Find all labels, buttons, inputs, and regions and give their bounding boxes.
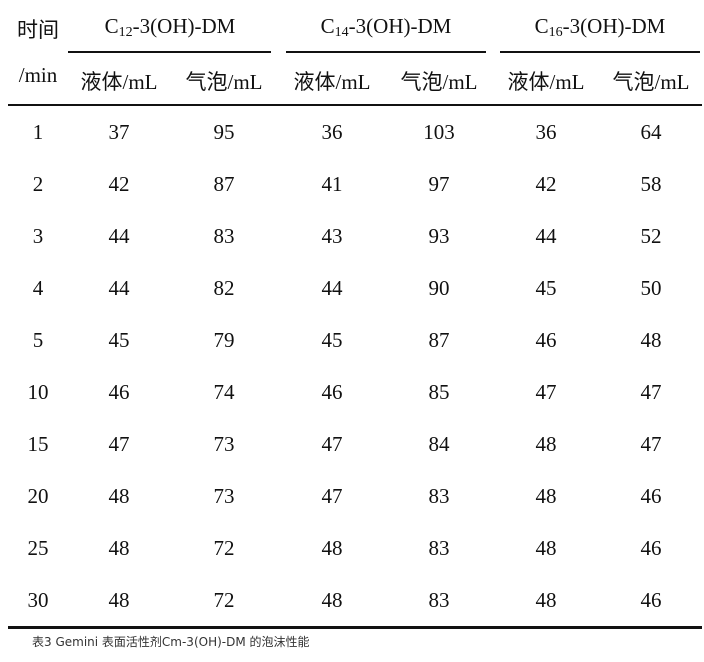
group-suffix: -3(OH)-DM <box>348 14 452 38</box>
value-cell: 36 <box>321 120 343 144</box>
time-cell: 15 <box>27 432 49 456</box>
value-cell: 48 <box>108 484 130 508</box>
group-sub: 16 <box>548 25 563 40</box>
value-cell: 64 <box>640 120 662 144</box>
value-cell: 47 <box>535 380 557 404</box>
time-cell: 2 <box>32 172 44 196</box>
value-cell: 72 <box>213 536 235 560</box>
value-cell: 48 <box>535 432 557 456</box>
time-cell: 20 <box>27 484 49 508</box>
value-cell: 46 <box>640 536 662 560</box>
group-prefix: C <box>534 14 549 38</box>
value-cell: 58 <box>640 172 662 196</box>
time-cell: 1 <box>32 120 44 144</box>
group-rule <box>500 51 700 53</box>
time-cell: 3 <box>32 224 44 248</box>
value-cell: 47 <box>640 432 662 456</box>
value-cell: 79 <box>213 328 235 352</box>
header-rule <box>8 104 702 106</box>
value-cell: 37 <box>108 120 130 144</box>
value-cell: 87 <box>213 172 235 196</box>
value-cell: 48 <box>535 536 557 560</box>
column-header: 气泡/mL <box>400 70 478 94</box>
group-suffix: -3(OH)-DM <box>132 14 236 38</box>
value-cell: 48 <box>535 588 557 612</box>
group-suffix: -3(OH)-DM <box>562 14 666 38</box>
value-cell: 44 <box>535 224 557 248</box>
group-prefix: C <box>320 14 335 38</box>
group-rule <box>286 51 486 53</box>
value-cell: 44 <box>321 276 343 300</box>
value-cell: 47 <box>321 432 343 456</box>
value-cell: 83 <box>213 224 235 248</box>
value-cell: 45 <box>108 328 130 352</box>
group-prefix: C <box>104 14 119 38</box>
value-cell: 46 <box>535 328 557 352</box>
time-cell: 4 <box>32 276 44 300</box>
value-cell: 48 <box>108 536 130 560</box>
value-cell: 43 <box>321 224 343 248</box>
bottom-rule <box>8 626 702 629</box>
value-cell: 85 <box>428 380 450 404</box>
value-cell: 44 <box>108 224 130 248</box>
column-header: 气泡/mL <box>612 70 690 94</box>
value-cell: 47 <box>108 432 130 456</box>
value-cell: 45 <box>321 328 343 352</box>
value-cell: 90 <box>428 276 450 300</box>
value-cell: 48 <box>108 588 130 612</box>
time-cell: 10 <box>27 380 49 404</box>
table-caption: 表3 Gemini 表面活性剂Cm-3(OH)-DM 的泡沫性能 <box>32 635 310 649</box>
value-cell: 36 <box>535 120 557 144</box>
value-cell: 44 <box>108 276 130 300</box>
value-cell: 48 <box>321 588 343 612</box>
group-sub: 14 <box>334 25 349 40</box>
value-cell: 82 <box>213 276 235 300</box>
column-header: 液体/mL <box>80 70 158 94</box>
time-cell: 5 <box>32 328 44 352</box>
value-cell: 48 <box>321 536 343 560</box>
time-cell: 30 <box>27 588 49 612</box>
value-cell: 72 <box>213 588 235 612</box>
time-unit-header: /min <box>18 63 58 87</box>
value-cell: 52 <box>640 224 662 248</box>
value-cell: 95 <box>213 120 235 144</box>
time-cell: 25 <box>27 536 49 560</box>
value-cell: 83 <box>428 536 450 560</box>
value-cell: 46 <box>321 380 343 404</box>
group-header-c12: C12-3(OH)-DM <box>105 14 236 41</box>
value-cell: 73 <box>213 484 235 508</box>
value-cell: 42 <box>535 172 557 196</box>
value-cell: 87 <box>428 328 450 352</box>
value-cell: 93 <box>428 224 450 248</box>
value-cell: 84 <box>428 432 450 456</box>
value-cell: 97 <box>428 172 450 196</box>
value-cell: 48 <box>640 328 662 352</box>
group-header-c14: C14-3(OH)-DM <box>321 14 452 41</box>
value-cell: 46 <box>108 380 130 404</box>
column-header: 液体/mL <box>507 70 585 94</box>
value-cell: 74 <box>213 380 235 404</box>
column-header: 液体/mL <box>293 70 371 94</box>
value-cell: 73 <box>213 432 235 456</box>
value-cell: 42 <box>108 172 130 196</box>
column-header: 气泡/mL <box>185 70 263 94</box>
value-cell: 47 <box>321 484 343 508</box>
value-cell: 83 <box>428 588 450 612</box>
time-header: 时间 <box>17 18 59 42</box>
value-cell: 47 <box>640 380 662 404</box>
value-cell: 45 <box>535 276 557 300</box>
value-cell: 50 <box>640 276 662 300</box>
value-cell: 103 <box>423 120 455 144</box>
value-cell: 48 <box>535 484 557 508</box>
group-header-c16: C16-3(OH)-DM <box>535 14 666 41</box>
value-cell: 46 <box>640 484 662 508</box>
group-rule <box>68 51 271 53</box>
value-cell: 41 <box>321 172 343 196</box>
value-cell: 46 <box>640 588 662 612</box>
value-cell: 83 <box>428 484 450 508</box>
group-sub: 12 <box>118 25 133 40</box>
